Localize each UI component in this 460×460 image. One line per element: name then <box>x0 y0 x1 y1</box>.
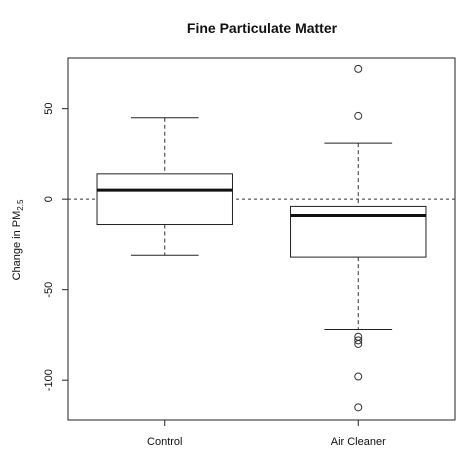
y-axis: 50 0 -50 -100 <box>43 103 68 391</box>
box-group <box>290 64 427 412</box>
box-series <box>96 64 427 412</box>
y-tick-label: 0 <box>43 196 55 202</box>
y-axis-label: Change in PM2.5 <box>11 199 25 280</box>
x-tick-label: Control <box>147 436 182 448</box>
y-tick-label: -100 <box>43 369 55 391</box>
iqr-box <box>96 173 233 226</box>
outlier-point <box>354 336 363 345</box>
y-axis-label-subscript: 2.5 <box>16 199 25 211</box>
outlier-point <box>354 111 363 120</box>
y-axis-label-text: Change in PM <box>11 211 23 281</box>
outlier-point <box>354 339 363 348</box>
y-tick-label: -50 <box>43 282 55 298</box>
outlier-point <box>354 64 363 73</box>
x-tick-label: Air Cleaner <box>331 436 386 448</box>
y-tick-label: 50 <box>43 103 55 115</box>
outlier-point <box>354 403 363 412</box>
plot-frame <box>67 57 456 421</box>
x-axis: Control Air Cleaner <box>147 420 386 448</box>
box-group <box>96 117 233 256</box>
chart-title: Fine Particulate Matter <box>187 20 338 36</box>
outlier-point <box>354 372 363 381</box>
